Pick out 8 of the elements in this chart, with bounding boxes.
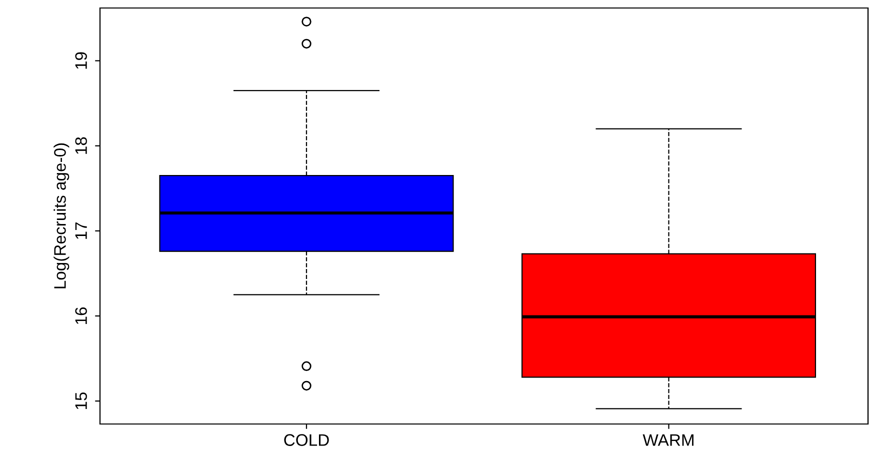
y-tick-label: 18: [75, 137, 87, 154]
y-tick-label: 16: [75, 307, 87, 324]
y-tick-label: 17: [75, 222, 87, 239]
y-axis-title: Log(Recruits age-0): [54, 143, 70, 288]
x-tick-label: WARM: [642, 434, 694, 446]
y-tick-label: 15: [75, 392, 87, 410]
x-tick-label: COLD: [284, 434, 329, 446]
y-tick-label: 19: [75, 52, 87, 69]
